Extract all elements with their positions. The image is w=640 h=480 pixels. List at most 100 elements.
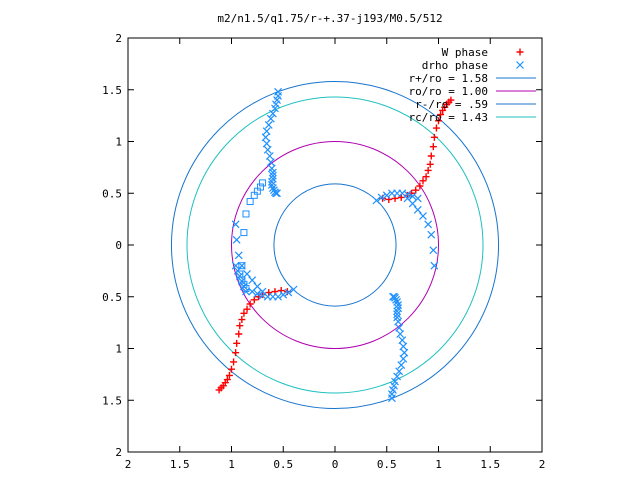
w-phase-point [236, 322, 244, 330]
w-phase-point [243, 305, 251, 313]
drho-phase-square-point [238, 276, 246, 284]
y-tick-label: 1 [115, 343, 122, 356]
drho-phase-point [261, 133, 270, 142]
x-tick-label: 1 [228, 458, 235, 471]
drho-phase-point [272, 189, 280, 198]
drho-phase-square-point [242, 284, 250, 292]
w-phase-point [225, 371, 233, 379]
w-phase-point [437, 111, 445, 119]
drho-phase-point [382, 191, 391, 200]
drho-phase-point [271, 104, 279, 113]
w-phase-point [447, 96, 455, 104]
drho-phase-point [408, 192, 417, 201]
drho-phase-point [253, 289, 262, 298]
drho-phase-point [424, 220, 433, 229]
x-tick-label: 0.5 [377, 458, 397, 471]
w-phase-point [429, 143, 437, 151]
y-tick-label: 2 [115, 446, 122, 459]
drho-phase-point [393, 298, 402, 306]
w-phase-point [230, 358, 238, 366]
drho-phase-point [390, 292, 398, 301]
drho-phase-point [399, 354, 408, 363]
y-tick-label: 0.5 [102, 291, 122, 304]
y-tick-label: 2 [115, 32, 122, 45]
drho-phase-square-point [238, 262, 246, 270]
drho-phase-square-point [240, 229, 248, 237]
drho-phase-point [279, 290, 288, 299]
w-phase-point [430, 133, 438, 141]
w-phase-point [235, 330, 243, 338]
drho-phase-point [268, 171, 277, 180]
drho-phase-square-point [259, 179, 267, 187]
drho-phase-point [394, 304, 403, 313]
drho-phase-point [267, 177, 276, 186]
drho-phase-square-point [242, 210, 250, 218]
legend-marker-x [516, 61, 524, 69]
w-phase-point [422, 173, 430, 181]
drho-phase-point [400, 348, 409, 357]
drho-phase-point [372, 196, 381, 205]
w-phase-point [240, 309, 248, 317]
legend-label: ro/ro = 1.00 [409, 85, 488, 98]
w-phase-point [424, 166, 432, 174]
drho-phase-point [389, 292, 397, 301]
drho-phase-point [268, 168, 277, 177]
y-tick-label: 1 [115, 136, 122, 149]
legend-label: rc/ro = 1.43 [409, 111, 488, 124]
drho-phase-square-point [240, 280, 248, 288]
drho-phase-point [395, 367, 404, 376]
drho-phase-point [399, 342, 408, 351]
legend-label: drho phase [422, 59, 488, 72]
radius-circle [231, 141, 439, 349]
drho-phase-point [265, 152, 274, 160]
drho-phase-point [396, 330, 405, 338]
radius-circles [170, 80, 500, 410]
x-tick-label: 2 [539, 458, 546, 471]
x-tick-label: 0 [332, 458, 339, 471]
drho-phase-square-point [250, 191, 258, 199]
w-phase-point [238, 316, 246, 324]
drho-phase-point [231, 220, 240, 229]
x-tick-label: 1.5 [170, 458, 190, 471]
drho-phase-point [263, 145, 272, 154]
legend-label: W phase [442, 46, 488, 59]
drho-phase-point [266, 114, 275, 123]
w-phase-point [435, 117, 442, 125]
drho-phase-point [239, 282, 248, 291]
drho-phase-point [429, 246, 438, 255]
x-tick-label: 1 [435, 458, 442, 471]
radius-circle [170, 80, 500, 410]
drho-phase-point [430, 261, 439, 270]
drho-phase-point [234, 251, 243, 260]
drho-phase-point [397, 361, 406, 369]
drho-phase-point [413, 205, 422, 214]
drho-phase-point [419, 212, 427, 220]
drho-phase-point [262, 139, 271, 148]
drho-phase-point [393, 372, 402, 381]
drho-phase-point [248, 276, 257, 285]
drho-phase-point [243, 270, 251, 278]
drho-phase-point [268, 109, 277, 118]
drho-phase-point [273, 189, 281, 198]
drho-phase-point [232, 235, 241, 244]
y-tick-label: 0.5 [102, 187, 122, 200]
drho-phase-point [235, 272, 244, 280]
drho-phase-point [427, 230, 436, 239]
w-phase-point [427, 152, 435, 160]
drho-phase-point [253, 282, 262, 291]
w-phase-point [416, 182, 424, 190]
legend-marker-plus [516, 48, 524, 56]
drho-phase-point [289, 285, 298, 294]
y-tick-label: 0 [115, 239, 122, 252]
drho-phase-point [377, 193, 386, 202]
drho-phase-point [262, 127, 271, 136]
drho-phase-point [237, 261, 246, 270]
drho-phase-point [268, 184, 277, 192]
drho-phase-point [393, 310, 402, 319]
drho-phase-point [266, 158, 275, 167]
drho-phase-point [408, 199, 417, 208]
drho-phase-point [398, 336, 407, 345]
drho-phase-point [284, 288, 293, 297]
y-tick-label: 1.5 [102, 84, 122, 97]
x-tick-label: 0.5 [273, 458, 293, 471]
